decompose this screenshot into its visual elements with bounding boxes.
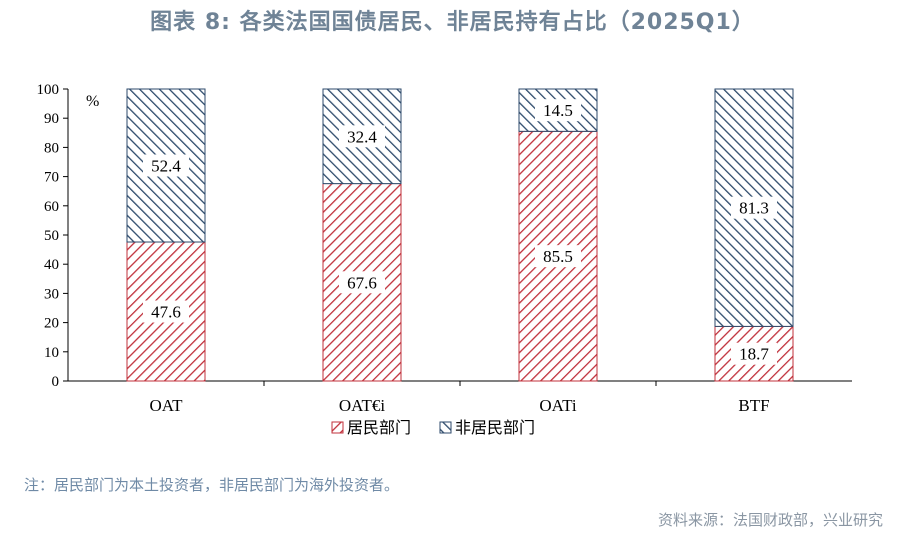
stacked-bar-chart: 0 10 20 30 40 50 60 70 80 90 100% OAT OAT€i OATi BTF 4… <box>37 82 852 437</box>
legend-swatch <box>439 421 452 434</box>
y-tick-label: 0 <box>52 374 60 390</box>
x-category-label: OATi <box>539 396 576 415</box>
data-label: 47.6 <box>151 303 181 322</box>
y-tick-label: 50 <box>44 228 59 244</box>
legend-label: 非居民部门 <box>455 419 535 437</box>
data-label-bg <box>535 245 581 268</box>
legend-swatch <box>331 421 344 434</box>
data-label: 14.5 <box>543 101 573 120</box>
x-category-label: BTF <box>738 396 769 415</box>
y-tick-label: 100 <box>37 82 60 98</box>
data-label: 67.6 <box>347 273 377 292</box>
data-label: 81.3 <box>739 199 769 218</box>
data-label-bg <box>339 271 385 294</box>
chart-title: 图表 8: 各类法国国债居民、非居民持有占比（2025Q1） <box>150 10 755 35</box>
y-tick-label: 80 <box>44 140 59 156</box>
y-tick-label: 20 <box>44 316 59 332</box>
data-label-bg <box>731 342 777 365</box>
legend: 居民部门 非居民部门 <box>331 419 535 437</box>
data-label-bg <box>731 196 777 219</box>
data-label-bg <box>143 154 189 177</box>
legend-label: 居民部门 <box>347 419 411 437</box>
x-category-label: OAT <box>149 396 183 415</box>
data-label: 52.4 <box>151 157 181 176</box>
y-axis-unit-label: % <box>86 93 99 110</box>
data-label-bg <box>535 99 581 122</box>
data-label-bg <box>339 125 385 148</box>
y-tick-label: 70 <box>44 170 59 186</box>
axes: 0 10 20 30 40 50 60 70 80 90 100% OAT OAT€i OATi BTF <box>37 82 852 415</box>
data-label: 18.7 <box>739 345 769 364</box>
y-tick-label: 40 <box>44 257 59 273</box>
source-text: 资料来源：法国财政部，兴业研究 <box>657 511 883 529</box>
y-tick-label: 90 <box>44 111 59 127</box>
data-labels: 47.6 52.4 67.6 32.4 85.5 14.5 18.7 81.3 <box>143 99 777 365</box>
bars <box>126 88 794 382</box>
footnote: 注：居民部门为本土投资者，非居民部门为海外投资者。 <box>24 476 400 494</box>
bar-nonresident <box>518 88 598 132</box>
x-category-label: OAT€i <box>339 396 386 415</box>
data-label: 32.4 <box>347 127 377 146</box>
data-label-bg <box>143 300 189 323</box>
y-tick-label: 30 <box>44 286 59 302</box>
y-tick-label: 60 <box>44 199 59 215</box>
y-tick-label: 10 <box>44 345 59 361</box>
data-label: 85.5 <box>543 247 573 266</box>
